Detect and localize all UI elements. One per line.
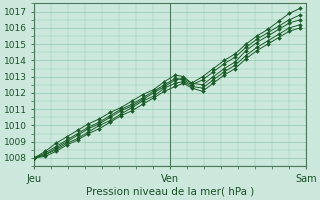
X-axis label: Pression niveau de la mer( hPa ): Pression niveau de la mer( hPa ) [86, 187, 254, 197]
